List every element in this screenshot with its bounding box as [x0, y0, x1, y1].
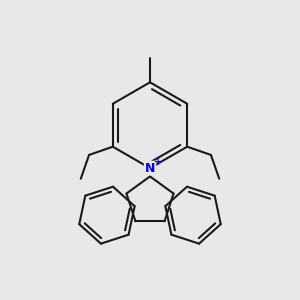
Text: N: N	[145, 162, 155, 175]
Text: +: +	[154, 157, 162, 166]
